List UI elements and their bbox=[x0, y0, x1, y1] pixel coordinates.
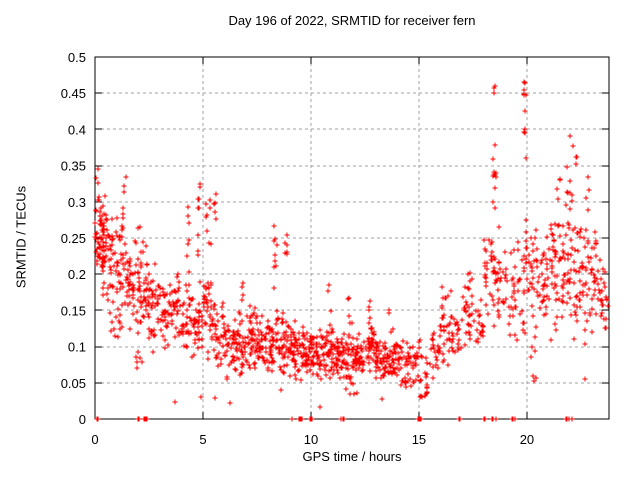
chart-title: Day 196 of 2022, SRMTID for receiver fer… bbox=[228, 13, 476, 28]
x-tick-label: 15 bbox=[412, 432, 426, 447]
y-tick-label: 0.5 bbox=[68, 50, 86, 65]
y-tick-label: 0.45 bbox=[61, 86, 86, 101]
x-tick-label: 0 bbox=[91, 432, 98, 447]
y-tick-label: 0.4 bbox=[68, 122, 86, 137]
x-tick-label: 10 bbox=[304, 432, 318, 447]
x-axis-title: GPS time / hours bbox=[302, 449, 402, 464]
y-tick-label: 0.1 bbox=[68, 340, 86, 355]
y-tick-label: 0.15 bbox=[61, 303, 86, 318]
grid-lines bbox=[95, 57, 609, 419]
y-tick-label: 0.25 bbox=[61, 231, 86, 246]
y-tick-label: 0.05 bbox=[61, 376, 86, 391]
y-tick-label: 0.35 bbox=[61, 159, 86, 174]
y-tick-label: 0.3 bbox=[68, 195, 86, 210]
x-tick-label: 5 bbox=[199, 432, 206, 447]
y-tick-label: 0.2 bbox=[68, 267, 86, 282]
x-tick-label: 20 bbox=[520, 432, 534, 447]
data-points bbox=[92, 79, 611, 422]
y-tick-label: 0 bbox=[79, 412, 86, 427]
